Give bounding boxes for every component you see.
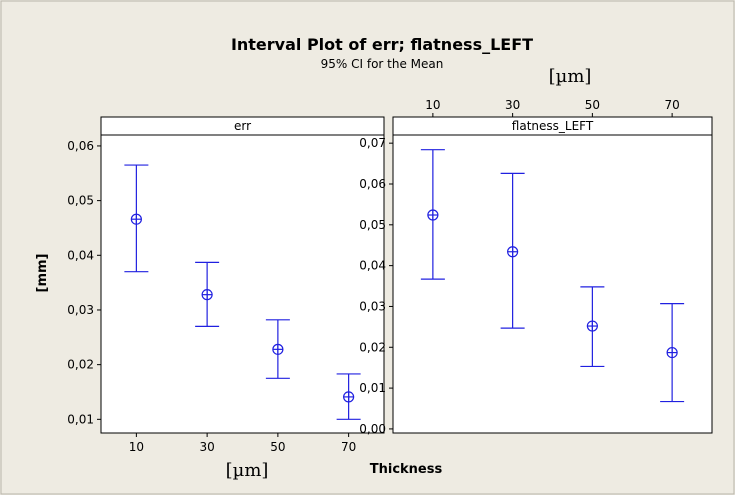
y-tick-label: 0,05 [67,194,94,208]
x-tick-label: 70 [664,98,679,112]
y-tick-label: 0,06 [67,139,94,153]
chart-subtitle: 95% CI for the Mean [321,57,444,71]
panel-err: err 0,01 0,02 0,03 0,04 0,05 0,06 10 30 50 70 [67,116,385,454]
unit-label-bottom: [µm] [226,460,269,481]
y-tick-label: 0,04 [359,259,386,273]
chart-title: Interval Plot of err; flatness_LEFT [231,35,533,54]
y-tick-label: 0,00 [359,422,386,436]
y-tick-label: 0,04 [67,248,94,262]
x-tick-label: 10 [129,440,144,454]
panel-header-label: err [234,119,251,133]
x-tick-label: 50 [270,440,285,454]
panel-frame [392,116,713,434]
x-tick-label: 10 [425,98,440,112]
y-tick-label: 0,02 [359,340,386,354]
x-tick-label: 30 [505,98,520,112]
y-axis-label: [mm] [35,254,50,293]
unit-label-top: [µm] [549,66,592,87]
y-tick-label: 0,02 [67,358,94,372]
y-tick-label: 0,01 [359,381,386,395]
x-tick-label: 70 [341,440,356,454]
panel-flatness-left: flatness_LEFT 0,00 0,01 0,02 0,03 0,04 0,05 0,0… [359,98,713,436]
x-tick-label: 30 [199,440,214,454]
panel-frame [100,116,385,434]
x-axis-label: Thickness [370,462,443,477]
y-tick-label: 0,03 [359,299,386,313]
x-tick-label: 50 [585,98,600,112]
y-tick-label: 0,05 [359,218,386,232]
y-tick-label: 0,06 [359,177,386,191]
y-tick-label: 0,07 [359,136,386,150]
y-tick-label: 0,03 [67,303,94,317]
panel-header-label: flatness_LEFT [512,119,594,133]
y-tick-label: 0,01 [67,412,94,426]
